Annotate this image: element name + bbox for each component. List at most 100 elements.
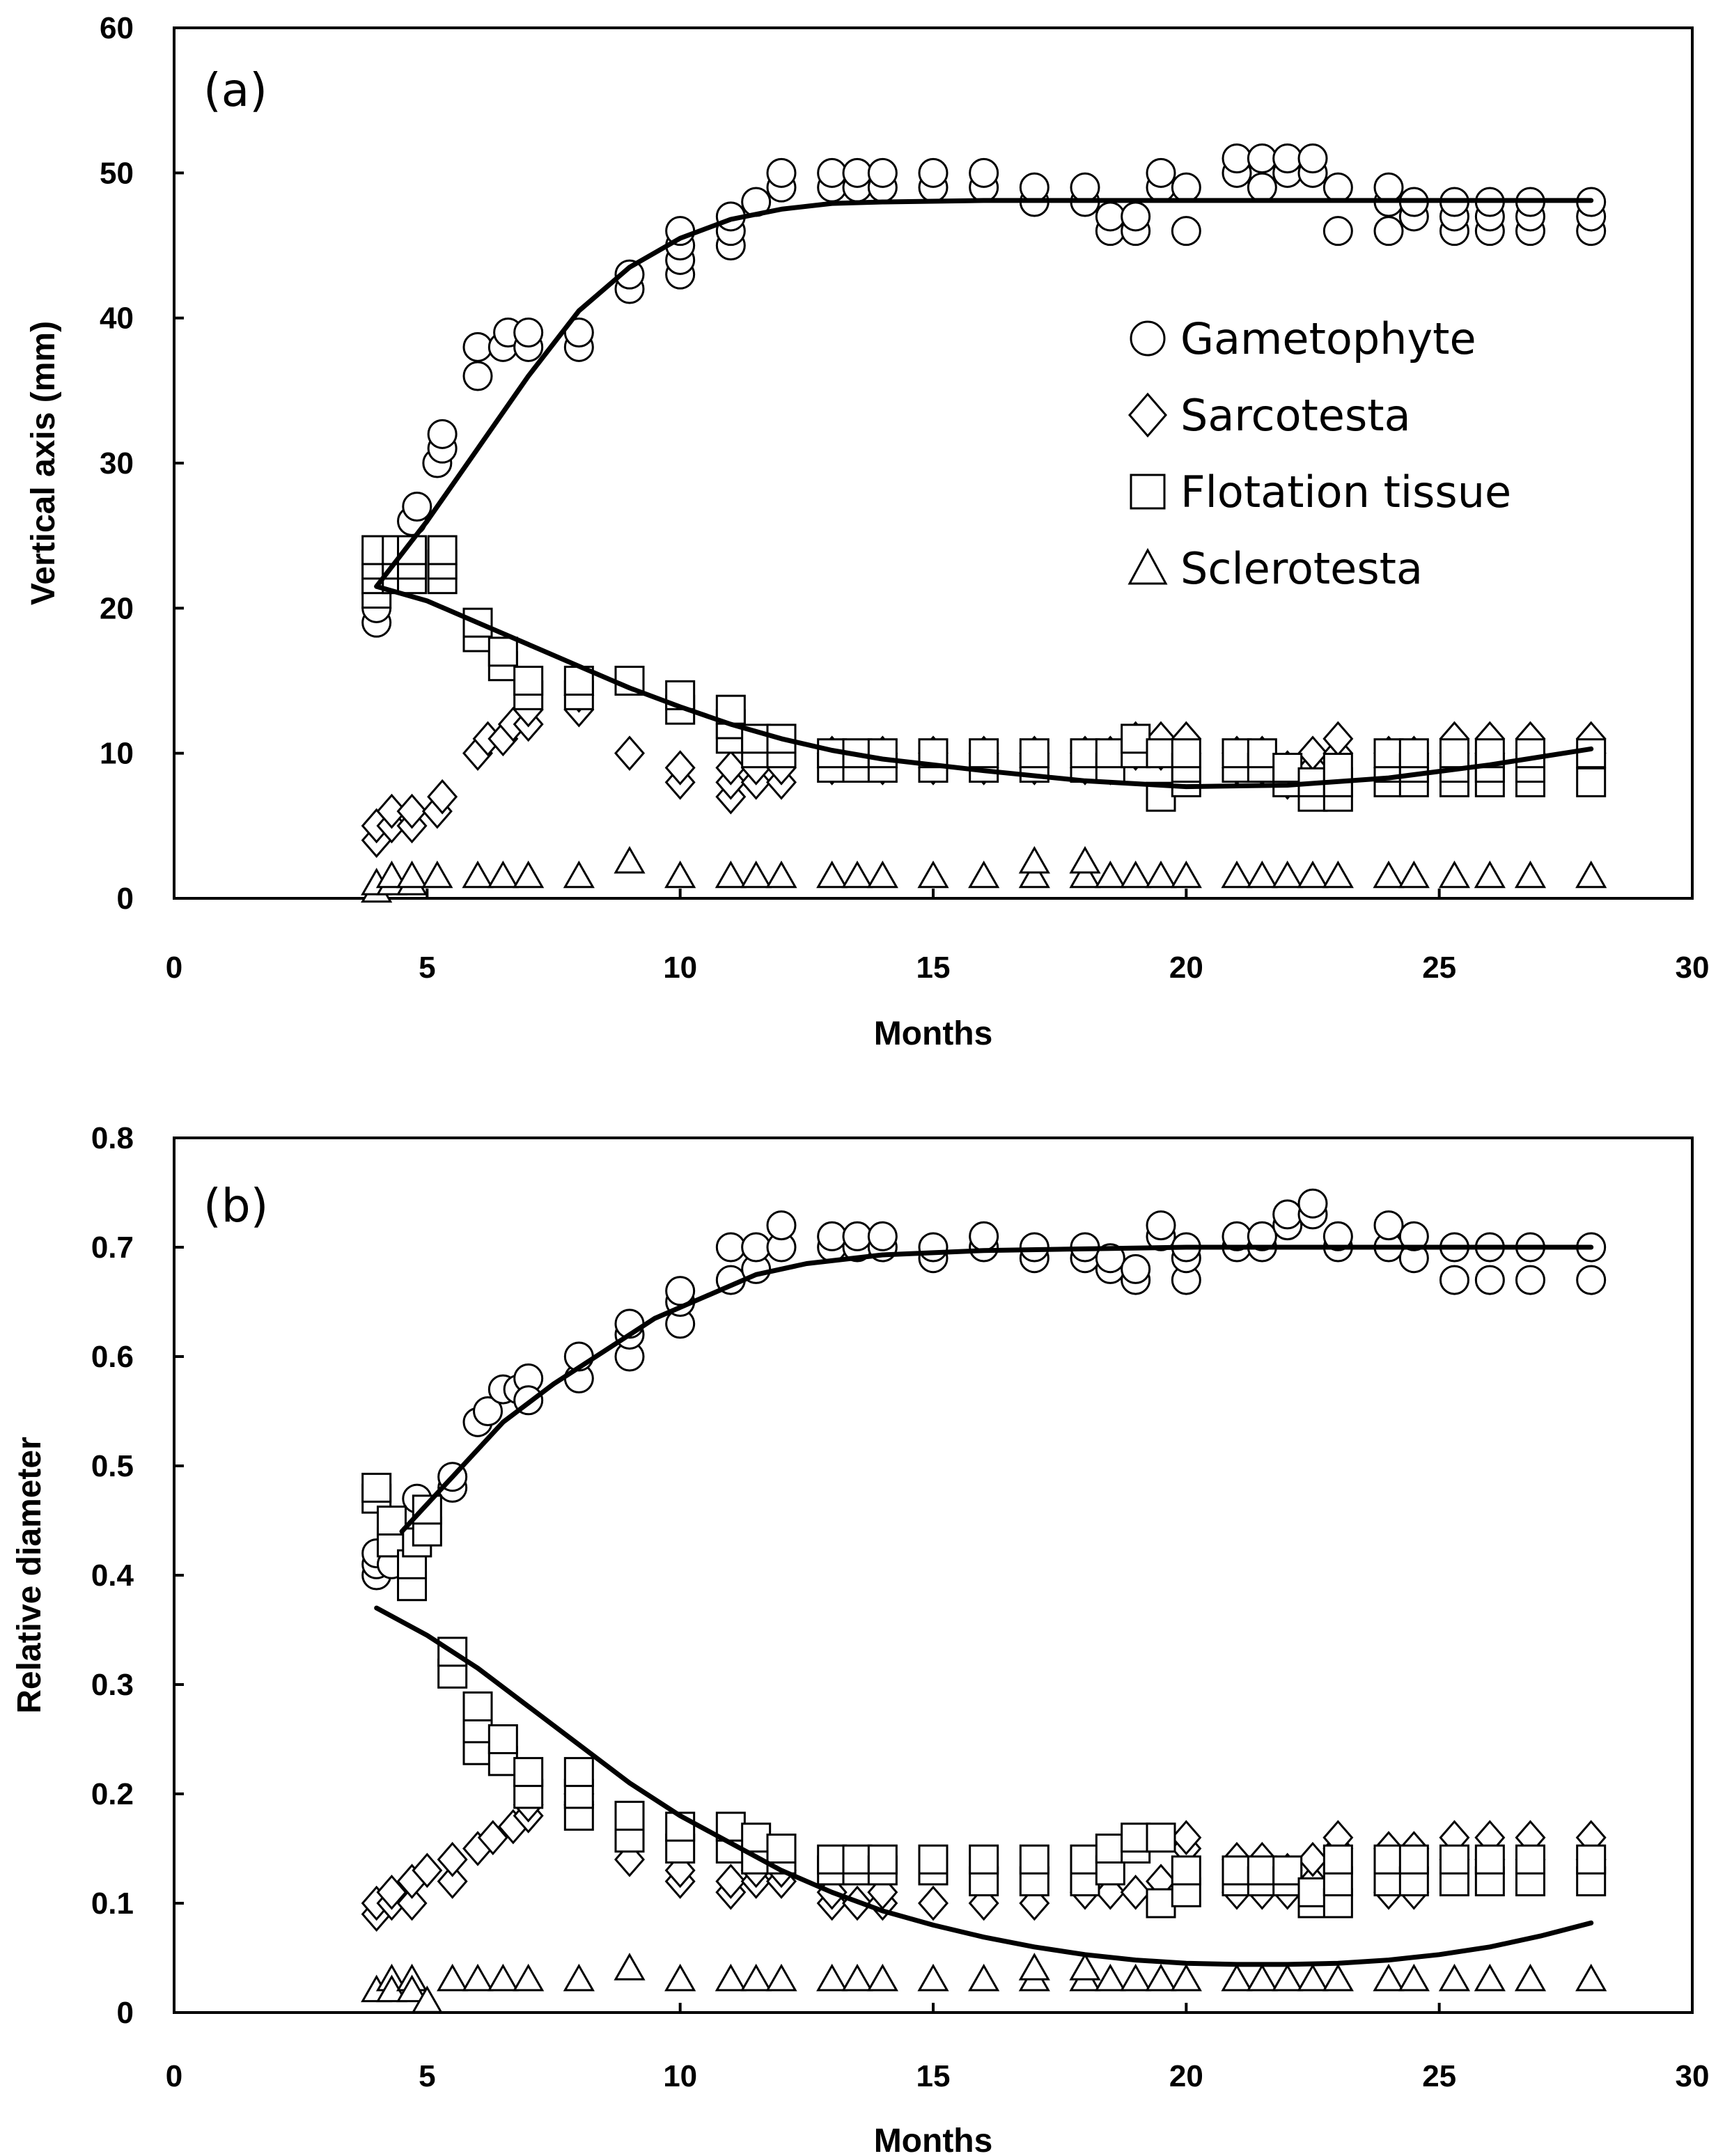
data-point-flotation-tissue: [1019, 738, 1049, 769]
panel-b-xlabel: Months: [874, 2123, 993, 2156]
data-point-sclerotesta: [1398, 860, 1430, 889]
data-point-gametophyte: [817, 1221, 848, 1251]
data-point-gametophyte: [1095, 201, 1125, 232]
data-point-gametophyte: [1373, 1210, 1404, 1241]
data-point-sclerotesta: [396, 1974, 428, 2003]
data-point-flotation-tissue: [1322, 1844, 1353, 1875]
fit-line-gametophyte-fit: [399, 1244, 1594, 1534]
y-tick-label: 0.7: [91, 1231, 134, 1265]
data-point-flotation-tissue: [1576, 738, 1607, 769]
data-point-gametophyte: [614, 259, 645, 290]
data-point-sclerotesta: [1170, 1963, 1202, 1992]
legend-label-sarcotesta: Sarcotesta: [1180, 390, 1411, 441]
data-point-gametophyte: [1247, 1221, 1277, 1251]
panel-b-label: (b): [203, 1179, 268, 1233]
data-point-gametophyte: [427, 419, 458, 449]
data-point-gametophyte: [1222, 143, 1252, 173]
data-point-flotation-tissue: [1171, 1855, 1201, 1886]
x-tick-label: 30: [1676, 951, 1709, 985]
data-point-sclerotesta: [437, 1963, 469, 1992]
data-point-sclerotesta: [1272, 1963, 1304, 1992]
legend-entry-sarcotesta: Sarcotesta: [1128, 390, 1411, 441]
data-point-flotation-tissue: [766, 1834, 797, 1864]
data-point-flotation-tissue: [1121, 724, 1151, 754]
data-point-gametophyte: [1576, 1265, 1607, 1295]
data-point-gametophyte: [741, 1232, 772, 1263]
data-point-flotation-tissue: [1515, 738, 1545, 769]
panel-b: (b) Months Relative diameter 0 0.1 0.2 0.3 0…: [11, 1121, 1709, 2156]
data-point-gametophyte: [1373, 172, 1404, 203]
data-point-sclerotesta: [513, 1963, 545, 1992]
data-point-sclerotesta: [917, 1963, 949, 1992]
data-point-flotation-tissue: [1146, 738, 1176, 769]
x-tick-label: 10: [663, 951, 697, 985]
fit-line-gametophyte-fit: [374, 198, 1594, 589]
data-point-gametophyte: [513, 318, 544, 347]
data-point-gametophyte: [715, 1232, 746, 1263]
data-point-gametophyte: [766, 157, 797, 188]
data-point-sclerotesta: [1373, 1963, 1405, 1992]
series-flotation-tissue: [361, 535, 1607, 812]
data-point-flotation-tissue: [1474, 1844, 1505, 1875]
data-point-sclerotesta: [1474, 860, 1506, 889]
legend-diamond-marker: [1128, 392, 1167, 438]
data-point-sclerotesta: [1297, 1963, 1329, 1992]
series-sclerotesta: [361, 845, 1607, 903]
data-point-flotation-tissue: [1247, 738, 1277, 769]
data-point-sarcotesta: [614, 735, 645, 771]
data-point-gametophyte: [1373, 216, 1404, 247]
data-point-flotation-tissue: [487, 636, 518, 667]
data-point-gametophyte: [1095, 1243, 1125, 1274]
data-point-sclerotesta: [841, 860, 873, 889]
data-point-flotation-tissue: [1515, 1844, 1545, 1875]
data-point-flotation-tissue: [376, 1506, 407, 1536]
y-tick-label: 0: [117, 1996, 134, 2030]
data-point-sclerotesta: [1120, 860, 1152, 889]
x-tick-label: 15: [916, 951, 951, 985]
data-point-flotation-tissue: [1095, 738, 1125, 769]
data-point-gametophyte: [1121, 1253, 1151, 1284]
data-point-flotation-tissue: [1070, 738, 1100, 769]
data-point-sarcotesta: [477, 1820, 508, 1856]
series-flotation-tissue: [361, 1472, 1607, 1919]
data-point-sarcotesta: [715, 1864, 747, 1899]
data-point-flotation-tissue: [1439, 738, 1469, 769]
data-point-gametophyte: [1272, 1199, 1303, 1230]
data-point-sclerotesta: [614, 1953, 646, 1981]
data-point-sclerotesta: [462, 1963, 494, 1992]
data-point-gametophyte: [1474, 1265, 1505, 1295]
data-point-sclerotesta: [1221, 1963, 1253, 1992]
data-point-flotation-tissue: [1398, 1844, 1429, 1875]
data-point-sarcotesta: [715, 750, 747, 786]
data-point-sclerotesta: [1018, 845, 1050, 874]
data-point-sclerotesta: [1221, 860, 1253, 889]
y-tick-label: 0.6: [91, 1340, 134, 1374]
data-point-sclerotesta: [968, 860, 1000, 889]
data-point-sclerotesta: [487, 1963, 519, 1992]
y-tick-label: 0.1: [91, 1886, 134, 1921]
data-point-sclerotesta: [1094, 860, 1126, 889]
fit-line-flotation-tissue-fit: [374, 584, 1594, 790]
data-point-gametophyte: [1019, 172, 1049, 203]
data-point-gametophyte: [1272, 143, 1303, 173]
data-point-gametophyte: [867, 1221, 898, 1251]
data-point-sclerotesta: [1246, 1963, 1278, 1992]
data-point-flotation-tissue: [427, 535, 458, 565]
y-tick-label: 0.4: [91, 1559, 134, 1593]
legend-entry-sclerotesta: Sclerotesta: [1127, 543, 1423, 594]
data-point-gametophyte: [1322, 172, 1353, 203]
legend-entry-flotation-tissue: Flotation tissue: [1130, 467, 1511, 517]
x-tick-label: 0: [166, 951, 182, 985]
data-point-gametophyte: [1247, 172, 1277, 203]
data-point-sarcotesta: [437, 1841, 468, 1877]
y-tick-label: 0.5: [91, 1449, 134, 1483]
legend-label-sclerotesta: Sclerotesta: [1180, 543, 1423, 594]
legend: Gametophyte Sarcotesta Flotation tissue …: [1127, 313, 1511, 594]
x-tick-label: 20: [1169, 951, 1203, 985]
y-tick-label: 50: [100, 156, 134, 190]
y-tick-label: 0: [117, 882, 134, 916]
data-point-flotation-tissue: [563, 1757, 594, 1788]
data-point-flotation-tissue: [1121, 1822, 1151, 1853]
data-point-flotation-tissue: [1171, 738, 1201, 769]
